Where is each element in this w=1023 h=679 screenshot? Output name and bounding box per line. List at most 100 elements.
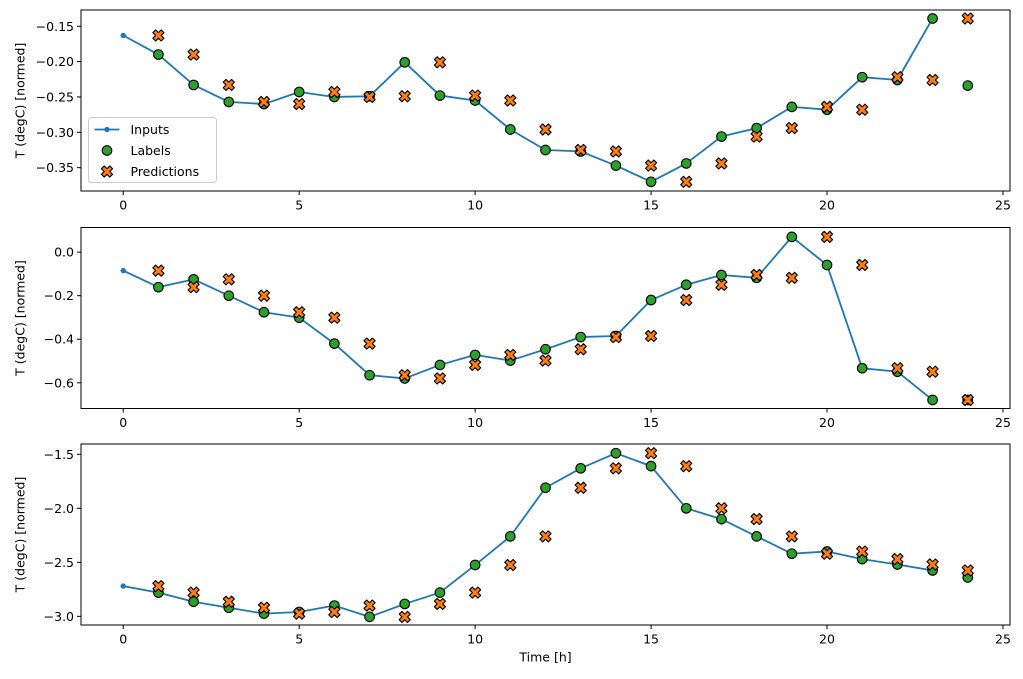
predictions-point [293,306,306,319]
labels-point [399,598,411,610]
labels-point [188,79,199,91]
labels-point [645,460,657,472]
x-tick-label: 10 [467,632,483,647]
x-tick-label: 25 [995,198,1011,213]
labels-point [434,90,446,101]
legend-label: Predictions [131,164,200,179]
plot-area [80,9,1011,192]
predictions-point [715,278,728,291]
predictions-point [961,564,974,577]
predictions-point [187,281,200,294]
subplot-1: 0 5 10 15 20 25 −0.15 −0.20 −0.25 −0.30 −0.35 T (de… [13,9,1011,213]
labels-point [645,176,657,188]
x-tick-label: 20 [819,632,835,647]
predictions-point [152,29,165,42]
x-tick-label: 15 [643,415,659,430]
predictions-point [187,586,200,599]
predictions-point [680,175,693,188]
x-tick-label: 20 [819,198,835,213]
predictions-point [504,94,517,107]
y-axis-label: T (degC) [normed] [13,260,28,377]
predictions-point [293,97,306,111]
predictions-point [469,586,482,599]
predictions-point [187,48,200,61]
labels-point [610,160,622,171]
predictions-point [539,123,552,136]
predictions-point [539,354,552,367]
predictions-point [504,348,517,362]
inputs-point [120,32,126,39]
labels-point [927,13,938,24]
x-tick-label: 5 [295,632,303,647]
predictions-point [644,159,658,172]
y-tick-label: 0.0 [54,245,74,260]
subplot-2: 0 5 10 15 20 25 0.0 −0.2 −0.4 −0.6 T (degC) [norme… [13,227,1011,430]
predictions-point [433,56,447,69]
labels-point [434,587,446,598]
predictions-point [644,329,658,343]
legend-label: Labels [131,143,171,158]
x-tick-label: 10 [467,198,483,213]
x-axis-label: Time [h] [518,650,571,665]
labels-point [434,359,446,371]
predictions-point [750,130,763,143]
labels-point [469,559,481,571]
predictions-point [257,289,271,302]
labels-point [364,369,375,381]
predictions-point [820,100,834,113]
inputs-point [120,583,126,589]
predictions-point [398,90,411,103]
plot-area [80,227,1011,409]
predictions-point [539,530,552,543]
predictions-point [891,362,904,375]
x-tick-label: 15 [643,632,659,647]
x-tick-label: 0 [119,632,127,647]
predictions-point [926,365,939,378]
predictions-point [398,369,411,382]
predictions-point [222,273,235,286]
y-tick-label: −3.0 [44,609,74,624]
labels-point [223,96,235,108]
labels-point [610,447,622,459]
predictions-point [328,85,341,99]
predictions-point [363,599,376,612]
labels-point [856,362,868,374]
predictions-series [152,12,974,188]
x-tick-label: 20 [819,415,835,430]
labels-point [258,306,270,318]
legend: Inputs Labels Predictions [88,117,217,183]
x-tick-label: 25 [995,632,1011,647]
legend-item-labels: Labels [101,143,171,158]
predictions-point [469,358,482,372]
labels-point [540,482,551,494]
labels-point [716,131,727,142]
labels-point [821,259,833,271]
predictions-point [680,293,693,307]
predictions-series [152,447,974,624]
predictions-point [609,462,622,475]
predictions-point [257,95,271,109]
predictions-point [363,90,376,104]
predictions-series [152,230,974,407]
legend-item-predictions: Predictions [100,164,200,179]
labels-point [293,86,305,98]
y-tick-label: −0.15 [36,19,74,34]
predictions-point [750,512,763,526]
predictions-point [574,481,587,494]
predictions-point [715,502,728,515]
x-tick-label: 10 [467,415,483,430]
legend-label: Inputs [131,122,170,137]
labels-point [504,124,516,135]
y-tick-label: −0.2 [44,288,74,303]
predictions-point [961,12,974,25]
predictions-point [152,579,165,593]
inputs-point [120,267,126,274]
labels-point [540,343,551,355]
predictions-point [257,601,271,614]
predictions-point [785,530,798,543]
labels-point [786,548,798,560]
x-tick-label: 25 [995,415,1011,430]
labels-point [329,338,340,349]
subplot-3: 0 5 10 15 20 25 −1.5 −2.0 −2.5 −3.0 T (degC) [norm… [13,443,1011,647]
